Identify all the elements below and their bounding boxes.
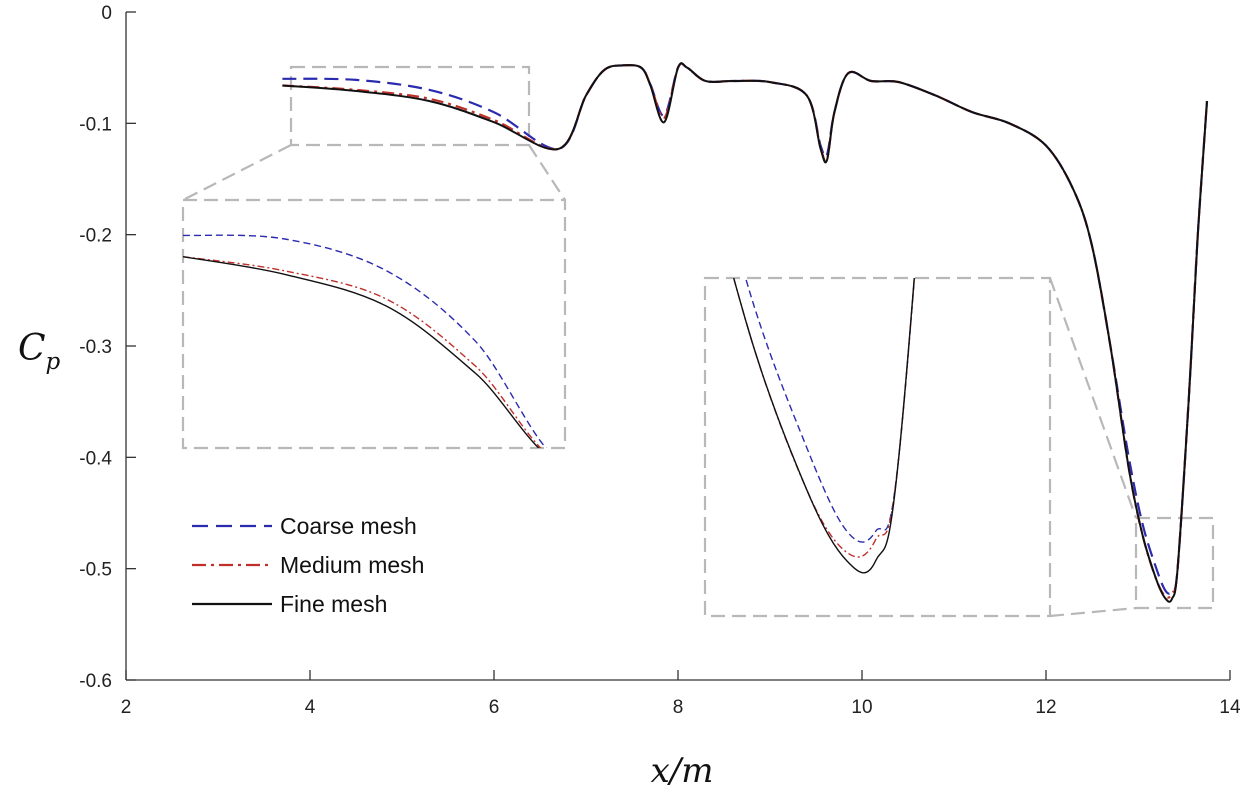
y-tick-label: -0.5 — [79, 560, 112, 581]
y-axis-title: Cp — [18, 328, 61, 375]
zoom-connector-left-b — [528, 144, 566, 201]
inset-right-curves — [732, 278, 916, 574]
inset-series-line-fine — [183, 256, 540, 448]
inset-series-line-fine — [732, 278, 915, 574]
y-tick-label: -0.6 — [79, 671, 112, 692]
zoom-connector-right-b — [1049, 606, 1137, 618]
legend-label-coarse: Coarse mesh — [280, 513, 417, 539]
zoom-inset-box-right — [703, 276, 1052, 618]
zoom-source-box-left — [289, 65, 531, 147]
x-tick-label: 2 — [121, 697, 132, 718]
x-tick-label: 12 — [1035, 697, 1056, 718]
series-layer — [282, 62, 1209, 603]
y-tick-label: -0.3 — [79, 337, 112, 358]
inset-series-line-medium — [183, 256, 542, 448]
inset-series-line-coarse — [183, 234, 547, 448]
y-tick-label: 0 — [101, 3, 112, 24]
zoom-inset-box-left — [181, 198, 567, 450]
y-tick-label: -0.2 — [79, 226, 112, 247]
x-tick-label: 10 — [851, 697, 872, 718]
y-axis-title-sub: p — [46, 349, 61, 375]
x-tick-label: 8 — [673, 697, 684, 718]
legend: Coarse mesh Medium mesh Fine mesh — [192, 513, 424, 617]
series-line-fine — [282, 62, 1208, 603]
y-axis-title-main: C — [18, 328, 46, 369]
inset-series-line-coarse — [744, 278, 916, 543]
inset-left-curves — [183, 234, 547, 448]
x-tick-label: 14 — [1219, 697, 1241, 718]
x-tick-label: 6 — [489, 697, 500, 718]
ticks: 2 4 6 8 10 12 14 0 -0.1 -0.2 -0.3 -0.4 -0.5 -0.6 — [79, 3, 1241, 718]
zoom-guides — [181, 65, 1215, 618]
zoom-connector-left-a — [182, 144, 292, 201]
y-tick-label: -0.1 — [79, 114, 112, 135]
x-axis-title: x/m — [651, 751, 714, 791]
zoom-connector-right-a — [1048, 277, 1138, 519]
x-tick-label: 4 — [305, 697, 316, 718]
y-tick-label: -0.4 — [79, 448, 112, 469]
axes — [125, 12, 1230, 681]
legend-label-medium: Medium mesh — [280, 552, 424, 578]
legend-label-fine: Fine mesh — [280, 591, 387, 617]
